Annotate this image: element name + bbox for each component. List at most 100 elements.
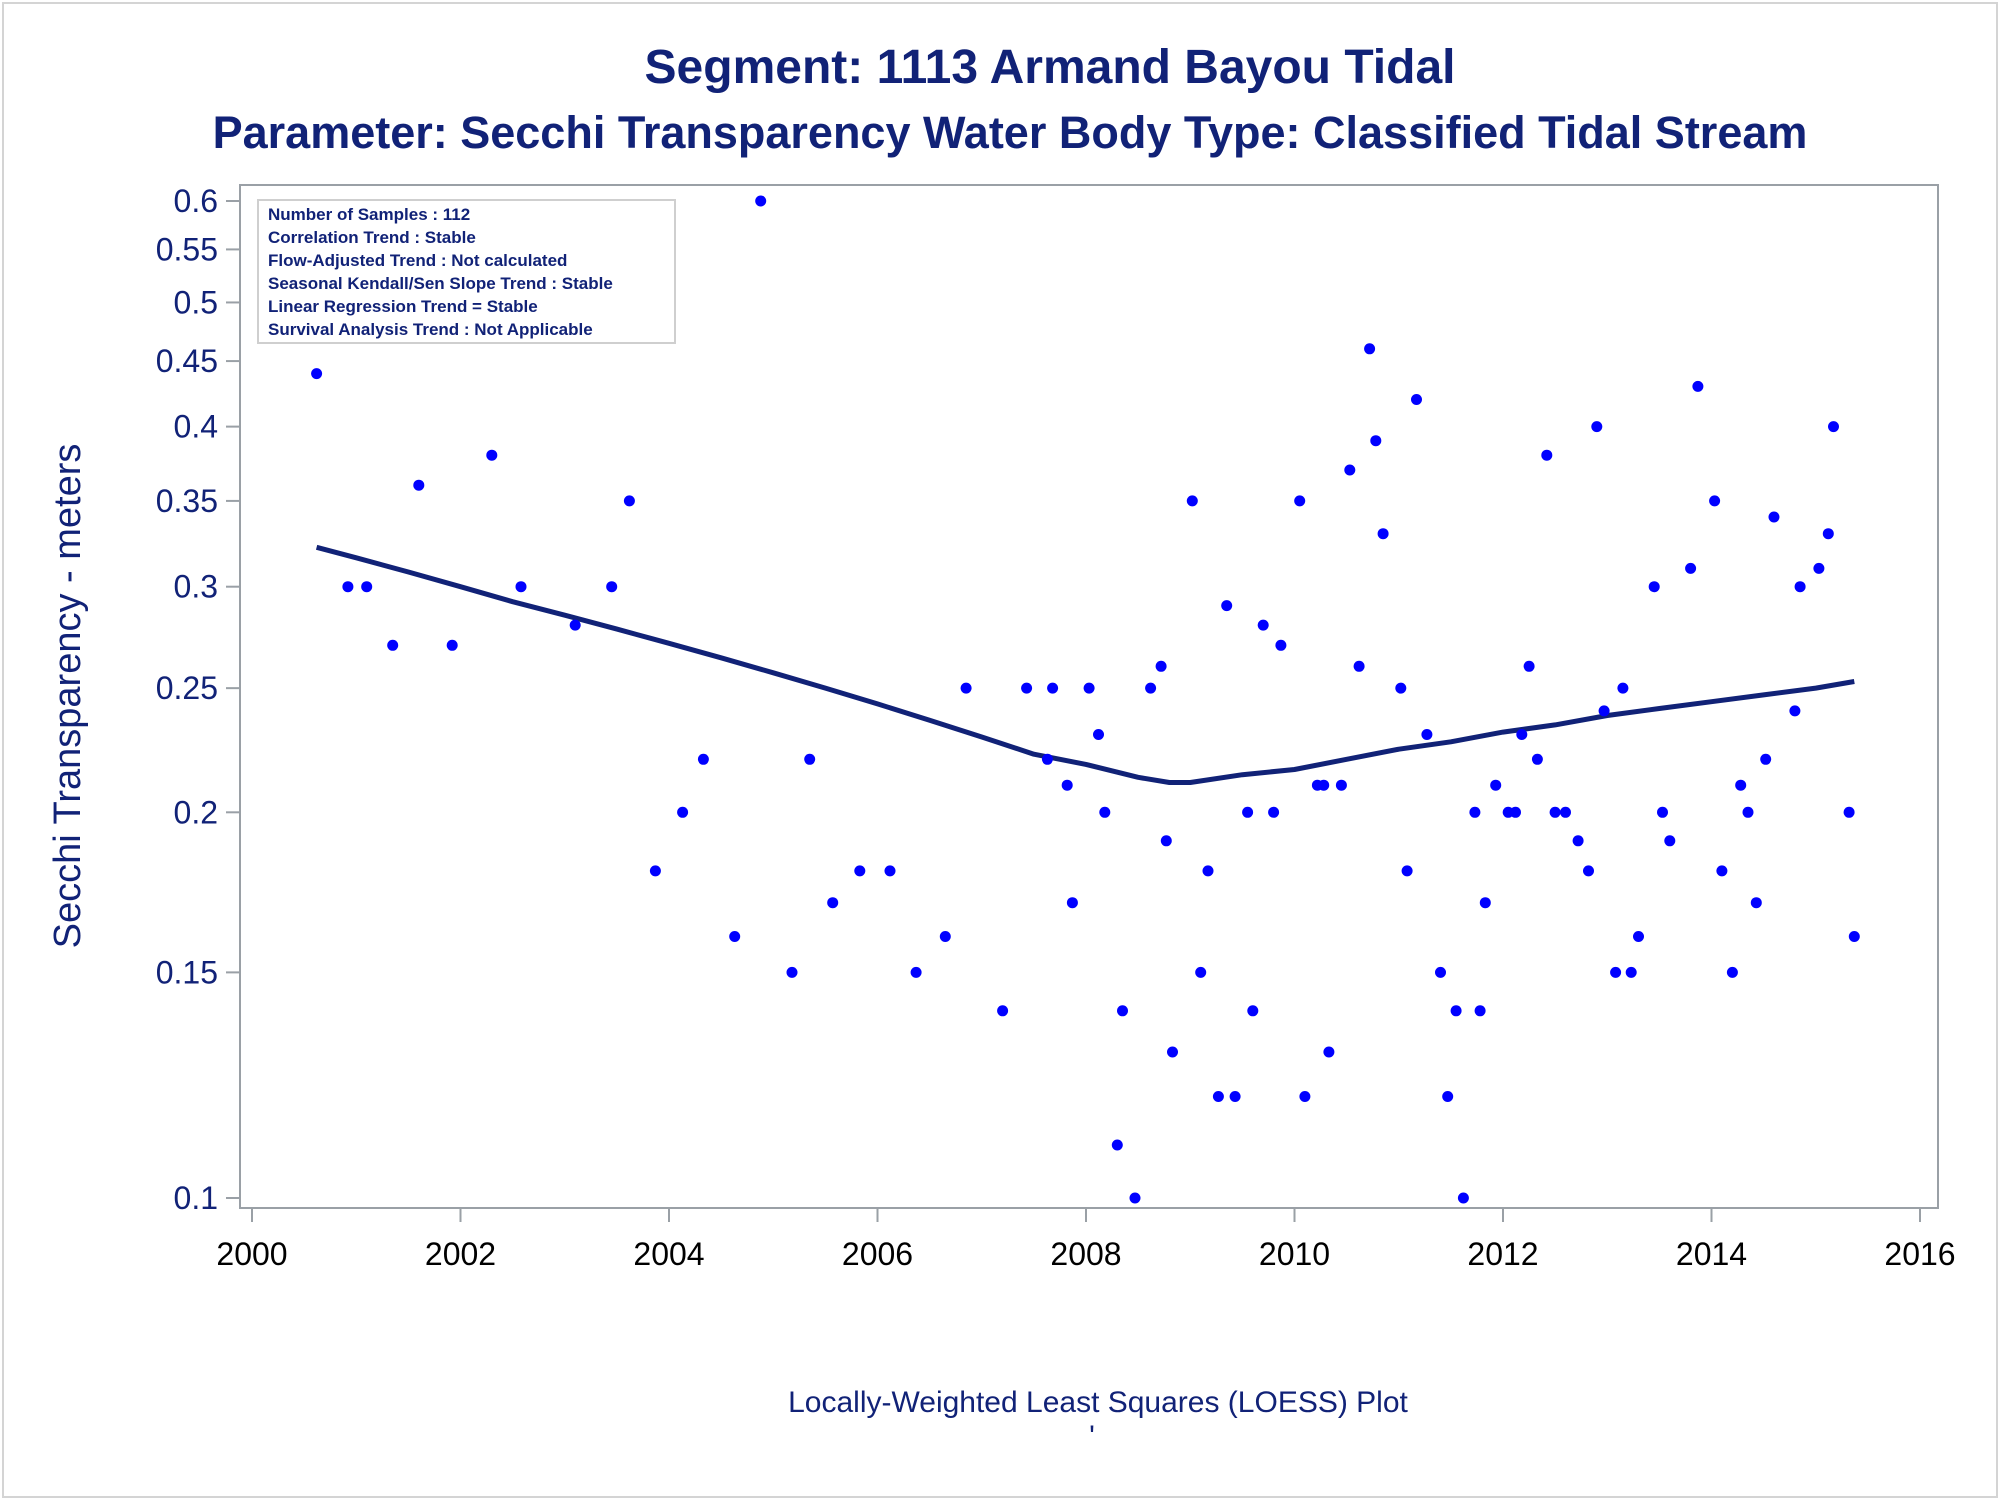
- data-point: [1229, 1091, 1241, 1102]
- footnote-mark: ': [1089, 1420, 1095, 1453]
- data-point: [1221, 600, 1233, 612]
- data-point: [1560, 806, 1571, 818]
- data-point: [1822, 528, 1834, 540]
- x-tick-label: 2000: [216, 1236, 287, 1272]
- data-point: [827, 897, 839, 909]
- data-point: [1657, 806, 1668, 818]
- data-point: [910, 966, 922, 978]
- data-point: [1242, 806, 1254, 818]
- x-tick-label: 2014: [1676, 1236, 1747, 1272]
- data-point: [606, 581, 618, 593]
- data-point: [486, 449, 498, 461]
- y-axis: 0.1 0.15 0.2 0.25 0.3 0.35 0.4 0.45 0.5 0.55 0.6: [156, 183, 240, 1216]
- data-point: [1648, 581, 1660, 593]
- data-point: [1598, 705, 1610, 717]
- data-point: [1335, 779, 1347, 791]
- data-point: [569, 619, 581, 631]
- data-point: [1021, 682, 1033, 694]
- y-tick-label: 0.15: [156, 954, 218, 990]
- data-point: [1364, 343, 1376, 355]
- data-point: [1469, 806, 1481, 818]
- data-point: [1294, 495, 1306, 507]
- data-point: [1541, 449, 1553, 461]
- data-point: [1061, 779, 1073, 791]
- data-point: [1160, 835, 1172, 847]
- data-point: [939, 931, 951, 942]
- data-point: [1066, 897, 1078, 909]
- data-point: [697, 753, 709, 765]
- data-point: [623, 495, 635, 507]
- data-point: [387, 639, 399, 651]
- data-point: [729, 931, 741, 942]
- loess-line: [315, 544, 1855, 785]
- data-point: [342, 581, 354, 593]
- y-tick-label: 0.3: [174, 569, 218, 605]
- data-point: [1531, 753, 1543, 765]
- data-point: [1401, 865, 1413, 877]
- stats-linear-regression-trend: Linear Regression Trend = Stable: [268, 297, 538, 316]
- data-point: [1633, 931, 1644, 942]
- data-point: [1421, 729, 1433, 740]
- data-point: [1323, 1046, 1335, 1058]
- chart-subtitle: Parameter: Secchi Transparency Water Bod…: [213, 107, 1808, 158]
- x-tick-label: 2004: [633, 1236, 704, 1272]
- chart-title: Segment: 1113 Armand Bayou Tidal: [645, 41, 1456, 94]
- y-tick-label: 0.1: [174, 1180, 218, 1216]
- data-point: [649, 865, 661, 877]
- x-tick-label: 2006: [842, 1236, 913, 1272]
- data-point: [1583, 865, 1594, 877]
- data-point: [1523, 660, 1535, 672]
- x-axis-title: Locally-Weighted Least Squares (LOESS) P…: [788, 1386, 1408, 1419]
- x-tick-label: 2010: [1259, 1236, 1330, 1272]
- data-point: [515, 581, 527, 593]
- y-tick-label: 0.6: [174, 183, 218, 219]
- data-point: [755, 195, 767, 207]
- data-point: [854, 865, 866, 877]
- data-point: [1742, 806, 1754, 818]
- data-point: [884, 865, 896, 877]
- scatter-points: [311, 195, 1860, 1204]
- y-tick-label: 0.5: [174, 284, 218, 320]
- y-tick-label: 0.35: [156, 483, 218, 519]
- data-point: [1083, 682, 1095, 694]
- data-point: [1490, 779, 1502, 791]
- x-tick-label: 2008: [1050, 1236, 1121, 1272]
- data-point: [1047, 682, 1059, 694]
- data-point: [1692, 380, 1704, 392]
- data-point: [413, 479, 425, 491]
- data-point: [804, 753, 816, 765]
- data-point: [1716, 865, 1728, 877]
- data-point: [1625, 966, 1637, 978]
- data-point: [1195, 966, 1207, 978]
- data-point: [1591, 421, 1603, 433]
- data-point: [1212, 1091, 1224, 1102]
- data-point: [1353, 660, 1365, 672]
- data-point: [1129, 1192, 1141, 1204]
- data-point: [786, 966, 798, 978]
- data-point: [1111, 1139, 1123, 1151]
- x-axis: 2000 2002 2004 2006 2008 2010 2012 2014 2016: [216, 1208, 1956, 1272]
- data-point: [1516, 729, 1528, 740]
- data-point: [1664, 835, 1676, 847]
- y-tick-label: 0.4: [174, 409, 218, 445]
- data-point: [997, 1005, 1009, 1017]
- data-point: [1155, 660, 1167, 672]
- stats-legend: Number of Samples : 112 Correlation Tren…: [257, 199, 676, 344]
- x-tick-label: 2016: [1884, 1236, 1955, 1272]
- x-tick-label: 2002: [425, 1236, 496, 1272]
- data-point: [1377, 528, 1389, 540]
- data-point: [1450, 1005, 1462, 1017]
- data-point: [1726, 966, 1738, 978]
- data-point: [1268, 806, 1280, 818]
- data-point: [1167, 1046, 1178, 1058]
- data-point: [1041, 753, 1053, 765]
- data-point: [1735, 779, 1747, 791]
- data-point: [311, 368, 323, 380]
- data-point: [1750, 897, 1762, 909]
- data-point: [1479, 897, 1491, 909]
- data-point: [1789, 705, 1801, 717]
- data-point: [1370, 435, 1382, 447]
- plot-area-frame: [239, 184, 1939, 1209]
- data-point: [1442, 1091, 1454, 1102]
